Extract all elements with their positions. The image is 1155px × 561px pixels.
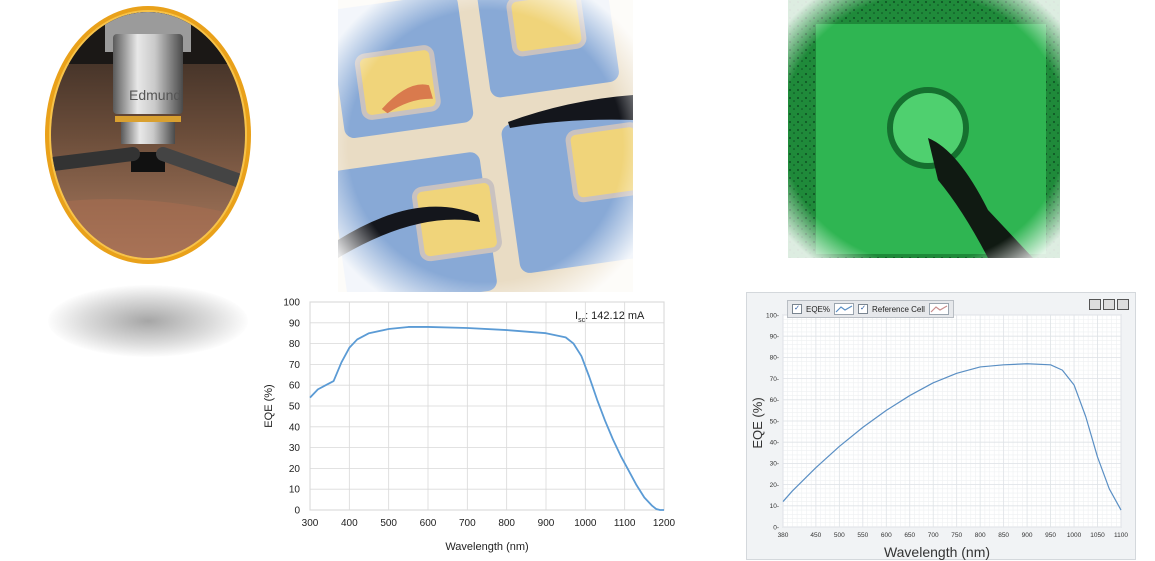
y-tick-label: 50-	[770, 418, 779, 425]
x-tick-label: 500	[834, 532, 845, 539]
chart1-xlabel: Wavelength (nm)	[445, 541, 528, 553]
y-tick-label: 20	[289, 464, 301, 475]
y-tick-label: 40	[289, 422, 301, 433]
x-tick-label: 1200	[653, 518, 676, 529]
y-tick-label: 100-	[766, 312, 779, 319]
pan-icon[interactable]	[1117, 299, 1129, 310]
x-tick-label: 300	[302, 518, 319, 529]
x-tick-label: 950	[1045, 532, 1056, 539]
eqe-series-line	[309, 326, 664, 511]
x-tick-label: 550	[857, 532, 868, 539]
x-tick-label: 750	[951, 532, 962, 539]
x-tick-label: 400	[341, 518, 358, 529]
eqe-line-swatch-icon[interactable]	[834, 303, 855, 315]
y-tick-label: 80-	[770, 355, 779, 362]
x-tick-label: 800	[498, 518, 515, 529]
x-tick-label: 650	[904, 532, 915, 539]
y-tick-label: 0-	[773, 524, 779, 531]
chart2-ylabel: EQE (%)	[750, 397, 765, 448]
reference-cell-checkbox[interactable]: ✓	[858, 304, 869, 314]
y-tick-label: 30-	[770, 461, 779, 468]
microscope-photo: Edmund	[45, 6, 251, 264]
x-tick-label: 800	[975, 532, 986, 539]
y-tick-label: 40-	[770, 439, 779, 446]
y-tick-label: 0	[294, 506, 300, 517]
green-sample-photo	[788, 0, 1060, 258]
y-tick-label: 70	[289, 360, 301, 371]
x-tick-label: 600	[881, 532, 892, 539]
chart2-xlabel: Wavelength (nm)	[884, 544, 990, 560]
x-tick-label: 500	[380, 518, 397, 529]
x-tick-label: 1100	[614, 518, 636, 529]
x-tick-label: 600	[420, 518, 437, 529]
eqe-chart-left: 0 10 20 30 40 50 60 70 80 90 100 300 400 500 600 700 800…	[258, 292, 678, 560]
x-tick-label: 1050	[1090, 532, 1105, 539]
y-tick-label: 100	[283, 298, 300, 309]
chart2-toolbar-buttons	[1089, 299, 1129, 310]
eqe-series-line	[782, 363, 1122, 511]
y-tick-label: 20-	[770, 482, 779, 489]
probe-cells-photo	[338, 0, 633, 292]
y-tick-label: 60-	[770, 397, 779, 404]
x-tick-label: 380	[778, 532, 789, 539]
y-tick-label: 70-	[770, 376, 779, 383]
y-tick-label: 10	[289, 485, 301, 496]
y-tick-label: 10-	[770, 503, 779, 510]
chart1-ylabel: EQE (%)	[263, 384, 275, 427]
x-tick-label: 900	[538, 518, 555, 529]
x-tick-label: 700	[928, 532, 939, 539]
y-tick-label: 60	[289, 381, 301, 392]
y-tick-label: 90-	[770, 333, 779, 340]
x-tick-label: 450	[810, 532, 821, 539]
eqe-software-panel: 0- 10- 20- 30- 40- 50- 60- 70- 80- 90- 100- 380 450 5…	[746, 292, 1136, 560]
chart1-isc-annotation: Isc: 142.12 mA	[575, 310, 645, 324]
table-view-icon[interactable]	[1089, 299, 1101, 310]
eqe-chart-right: 0- 10- 20- 30- 40- 50- 60- 70- 80- 90- 100- 380 450 5…	[750, 312, 1128, 560]
legend-eqe-label: EQE%	[806, 304, 831, 314]
chart2-legend-toolbar: ✓ EQE% ✓ Reference Cell	[787, 300, 954, 318]
x-tick-label: 850	[998, 532, 1009, 539]
lens-brand-text: Edmund	[129, 87, 181, 103]
eqe-checkbox[interactable]: ✓	[792, 304, 802, 314]
y-tick-label: 80	[289, 339, 301, 350]
y-tick-label: 90	[289, 318, 301, 329]
frame-shadow	[48, 285, 248, 357]
x-tick-label: 1100	[1114, 532, 1128, 539]
y-tick-label: 30	[289, 443, 301, 454]
reference-line-swatch-icon[interactable]	[928, 303, 949, 315]
legend-reference-label: Reference Cell	[872, 304, 925, 314]
x-tick-label: 1000	[1067, 532, 1082, 539]
y-tick-label: 50	[289, 402, 301, 413]
x-tick-label: 700	[459, 518, 476, 529]
zoom-icon[interactable]	[1103, 299, 1115, 310]
x-tick-label: 1000	[574, 518, 597, 529]
x-tick-label: 900	[1022, 532, 1033, 539]
